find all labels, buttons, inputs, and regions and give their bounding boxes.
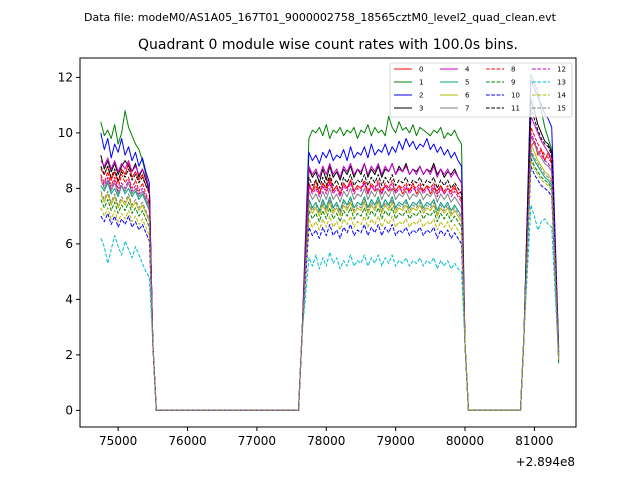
- axes-frame: [79, 57, 577, 428]
- y-tick-label: 2: [65, 348, 73, 362]
- x-tick-label: 80000: [446, 434, 484, 448]
- legend-box: [389, 62, 573, 118]
- legend-label-9: 9: [511, 79, 515, 87]
- plot-area: 75000 76000 77000 78000 79000 80000 81000 0 2 4 6…: [58, 57, 577, 448]
- x-offset-label: +2.894e8: [516, 455, 575, 469]
- data-file-caption: Data file: modeM0/AS1A05_167T01_90000027…: [84, 11, 557, 24]
- y-axis: 0 2 4 6 8 10 12: [58, 70, 80, 417]
- x-tick-label: 78000: [307, 434, 345, 448]
- x-tick-label: 81000: [515, 434, 553, 448]
- legend-label-0: 0: [419, 66, 423, 74]
- x-tick-label: 75000: [99, 434, 137, 448]
- series-line-3: [100, 99, 560, 411]
- legend-label-5: 5: [465, 79, 469, 87]
- series-line-10: [100, 165, 560, 411]
- x-tick-label: 76000: [168, 434, 206, 448]
- y-tick-label: 0: [65, 403, 73, 417]
- y-tick-label: 8: [65, 181, 73, 195]
- legend-label-10: 10: [511, 92, 520, 100]
- y-tick-label: 12: [58, 70, 73, 84]
- x-tick-label: 79000: [377, 434, 415, 448]
- series-line-1: [100, 74, 560, 411]
- legend-label-4: 4: [465, 66, 470, 74]
- y-tick-label: 4: [65, 292, 73, 306]
- series-line-2: [100, 79, 560, 411]
- legend-label-8: 8: [511, 66, 515, 74]
- series-line-8: [100, 126, 560, 411]
- x-tick-label: 77000: [238, 434, 276, 448]
- legend-label-1: 1: [419, 79, 423, 87]
- legend-label-14: 14: [557, 92, 566, 100]
- x-axis: 75000 76000 77000 78000 79000 80000 81000: [99, 427, 553, 448]
- series-line-9: [100, 157, 560, 411]
- legend-label-7: 7: [465, 105, 469, 113]
- legend-label-15: 15: [557, 105, 566, 113]
- series-layer: [100, 74, 560, 411]
- series-line-11: [100, 107, 560, 411]
- legend-label-6: 6: [465, 92, 470, 100]
- y-tick-label: 6: [65, 237, 73, 251]
- legend-label-3: 3: [419, 105, 423, 113]
- series-line-4: [100, 115, 560, 411]
- legend-label-13: 13: [557, 79, 566, 87]
- series-line-13: [100, 204, 560, 411]
- series-line-5: [100, 151, 560, 411]
- chart-title: Quadrant 0 module wise count rates with …: [138, 37, 518, 53]
- legend-label-2: 2: [419, 92, 423, 100]
- legend-label-12: 12: [557, 66, 566, 74]
- series-line-15: [100, 149, 560, 411]
- y-tick-label: 10: [58, 126, 73, 140]
- legend-label-11: 11: [511, 105, 520, 113]
